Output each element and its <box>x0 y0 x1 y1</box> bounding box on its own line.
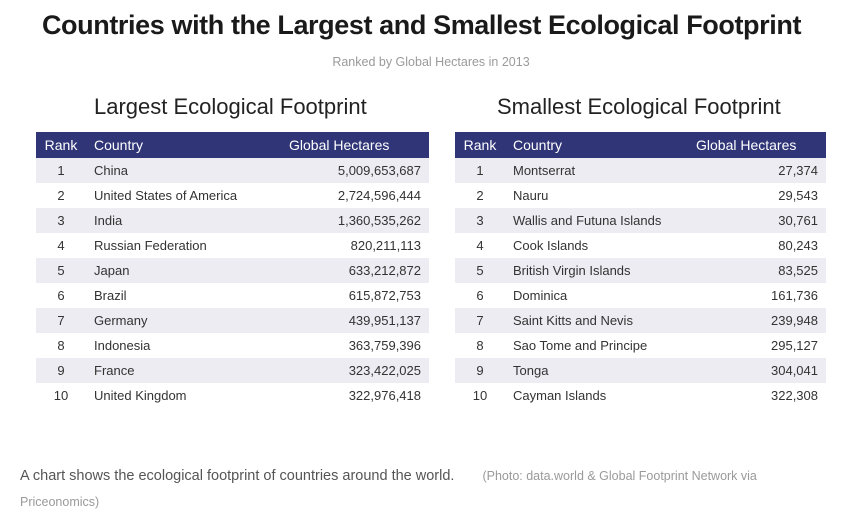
rank-cell: 8 <box>476 338 484 353</box>
country-column-header: Country <box>94 137 144 153</box>
rank-cell: 3 <box>476 213 484 228</box>
country-column-header: Country <box>513 137 563 153</box>
country-cell: Montserrat <box>513 163 576 178</box>
country-cell: India <box>94 213 123 228</box>
country-cell: Japan <box>94 263 130 278</box>
smallest-footprint-table: Rank Country Global Hectares 1 Montserrat… <box>455 132 826 408</box>
country-cell: British Virgin Islands <box>513 263 631 278</box>
rank-cell: 10 <box>472 388 488 403</box>
rank-cell: 2 <box>476 188 484 203</box>
rank-column-header: Rank <box>44 137 78 153</box>
rank-cell: 1 <box>57 163 65 178</box>
global-hectares-cell: 2,724,596,444 <box>337 188 421 203</box>
global-hectares-cell: 161,736 <box>771 288 818 303</box>
table-header-row: Rank Country Global Hectares <box>36 132 429 158</box>
global-hectares-cell: 83,525 <box>778 263 818 278</box>
global-hectares-cell: 80,243 <box>778 238 818 253</box>
global-hectares-cell: 322,976,418 <box>348 388 421 403</box>
rank-cell: 10 <box>53 388 69 403</box>
global-hectares-column-header: Global Hectares <box>289 137 390 153</box>
table-row: 6 Dominica 161,736 <box>455 283 826 308</box>
global-hectares-cell: 439,951,137 <box>348 313 421 328</box>
rank-cell: 3 <box>57 213 65 228</box>
country-cell: Wallis and Futuna Islands <box>513 213 662 228</box>
global-hectares-cell: 27,374 <box>778 163 818 178</box>
table-header-row: Rank Country Global Hectares <box>455 132 826 158</box>
largest-footprint-panel: Largest Ecological Footprint Rank Countr… <box>36 90 429 408</box>
table-row: 5 Japan 633,212,872 <box>36 258 429 283</box>
caption-text: A chart shows the ecological footprint o… <box>20 468 455 484</box>
rank-cell: 7 <box>476 313 484 328</box>
country-cell: Saint Kitts and Nevis <box>513 313 633 328</box>
table-row: 4 Cook Islands 80,243 <box>455 233 826 258</box>
country-cell: United Kingdom <box>94 388 187 403</box>
global-hectares-cell: 615,872,753 <box>348 288 421 303</box>
country-cell: United States of America <box>94 188 238 203</box>
rank-cell: 9 <box>476 363 484 378</box>
global-hectares-cell: 323,422,025 <box>348 363 421 378</box>
rank-cell: 6 <box>476 288 484 303</box>
table-row: 3 Wallis and Futuna Islands 30,761 <box>455 208 826 233</box>
country-cell: Cook Islands <box>513 238 589 253</box>
photo-credit: (Photo: data.world & Global Footprint Ne… <box>20 469 757 509</box>
country-cell: China <box>94 163 128 178</box>
global-hectares-cell: 304,041 <box>771 363 818 378</box>
global-hectares-cell: 1,360,535,262 <box>337 213 421 228</box>
smallest-footprint-panel: Smallest Ecological Footprint Rank Count… <box>455 90 826 408</box>
global-hectares-cell: 30,761 <box>778 213 818 228</box>
table-row: 8 Indonesia 363,759,396 <box>36 333 429 358</box>
global-hectares-cell: 633,212,872 <box>348 263 421 278</box>
chart-subtitle: Ranked by Global Hectares in 2013 <box>332 55 530 69</box>
global-hectares-cell: 29,543 <box>778 188 818 203</box>
rank-cell: 9 <box>57 363 65 378</box>
smallest-footprint-heading: Smallest Ecological Footprint <box>497 94 781 119</box>
table-row: 4 Russian Federation 820,211,113 <box>36 233 429 258</box>
global-hectares-cell: 5,009,653,687 <box>337 163 421 178</box>
rank-cell: 7 <box>57 313 65 328</box>
country-cell: Sao Tome and Principe <box>513 338 648 353</box>
global-hectares-cell: 239,948 <box>771 313 818 328</box>
rank-cell: 6 <box>57 288 65 303</box>
global-hectares-cell: 363,759,396 <box>348 338 421 353</box>
table-row: 8 Sao Tome and Principe 295,127 <box>455 333 826 358</box>
table-row: 2 United States of America 2,724,596,444 <box>36 183 429 208</box>
global-hectares-column-header: Global Hectares <box>696 137 797 153</box>
country-cell: Dominica <box>513 288 568 303</box>
country-cell: Germany <box>94 313 148 328</box>
country-cell: France <box>94 363 135 378</box>
table-row: 10 United Kingdom 322,976,418 <box>36 383 429 408</box>
table-row: 10 Cayman Islands 322,308 <box>455 383 826 408</box>
table-row: 2 Nauru 29,543 <box>455 183 826 208</box>
table-row: 1 China 5,009,653,687 <box>36 158 429 183</box>
country-cell: Brazil <box>94 288 127 303</box>
table-row: 5 British Virgin Islands 83,525 <box>455 258 826 283</box>
country-cell: Nauru <box>513 188 549 203</box>
rank-cell: 5 <box>57 263 65 278</box>
rank-cell: 4 <box>57 238 65 253</box>
global-hectares-cell: 322,308 <box>771 388 818 403</box>
table-row: 6 Brazil 615,872,753 <box>36 283 429 308</box>
rank-cell: 2 <box>57 188 65 203</box>
country-cell: Tonga <box>513 363 549 378</box>
global-hectares-cell: 295,127 <box>771 338 818 353</box>
largest-footprint-heading: Largest Ecological Footprint <box>94 94 367 119</box>
country-cell: Cayman Islands <box>513 388 607 403</box>
global-hectares-cell: 820,211,113 <box>350 238 421 253</box>
table-row: 7 Germany 439,951,137 <box>36 308 429 333</box>
rank-cell: 1 <box>476 163 484 178</box>
table-row: 9 Tonga 304,041 <box>455 358 826 383</box>
rank-cell: 4 <box>476 238 484 253</box>
table-row: 1 Montserrat 27,374 <box>455 158 826 183</box>
country-cell: Russian Federation <box>94 238 207 253</box>
rank-column-header: Rank <box>463 137 497 153</box>
largest-footprint-table: Rank Country Global Hectares 1 China 5,009… <box>36 132 429 408</box>
table-row: 7 Saint Kitts and Nevis 239,948 <box>455 308 826 333</box>
country-cell: Indonesia <box>94 338 151 353</box>
table-row: 3 India 1,360,535,262 <box>36 208 429 233</box>
chart-title: Countries with the Largest and Smallest … <box>41 10 802 40</box>
rank-cell: 8 <box>57 338 65 353</box>
image-caption: A chart shows the ecological footprint o… <box>20 463 830 515</box>
table-row: 9 France 323,422,025 <box>36 358 429 383</box>
rank-cell: 5 <box>476 263 484 278</box>
